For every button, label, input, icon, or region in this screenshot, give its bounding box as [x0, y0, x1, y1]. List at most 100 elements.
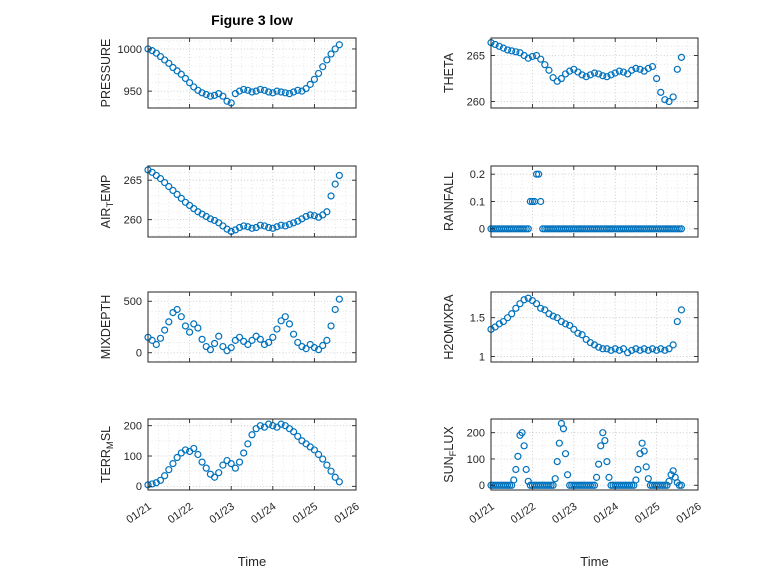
- data-point: [578, 331, 586, 339]
- y-tick-labels: 11.5: [470, 312, 485, 363]
- data-point: [156, 334, 165, 342]
- tick-marks: [490, 166, 699, 237]
- data-point: [331, 45, 339, 53]
- data-point: [260, 86, 269, 94]
- data-point: [161, 326, 169, 334]
- data-point: [611, 345, 619, 353]
- data-point: [319, 455, 327, 463]
- data-point: [148, 480, 156, 488]
- minor-grid: [148, 419, 356, 490]
- x-tick-label: 01/23: [550, 501, 579, 527]
- data-point: [535, 170, 543, 178]
- data-point: [181, 446, 190, 454]
- data-point: [273, 223, 281, 231]
- data-point: [281, 89, 289, 97]
- data-point: [528, 52, 537, 61]
- data-point: [335, 171, 343, 180]
- data-point: [331, 305, 339, 314]
- data-point: [210, 473, 219, 481]
- y-axis-label: H2OMIXRA: [442, 294, 456, 360]
- y-tick-label: 265: [124, 175, 142, 187]
- data-point: [314, 346, 323, 354]
- data-point: [605, 473, 613, 481]
- data-point: [491, 40, 499, 49]
- data-point: [290, 219, 298, 227]
- data-point: [265, 223, 273, 232]
- minor-grid: [148, 292, 356, 362]
- data-point: [561, 320, 570, 328]
- y-tick-label: 950: [124, 86, 142, 98]
- data-point: [574, 329, 582, 337]
- y-tick-label: 260: [124, 214, 142, 226]
- axes-box: [490, 291, 699, 363]
- data-points: [144, 295, 343, 355]
- data-point: [619, 345, 628, 353]
- data-point: [632, 345, 640, 353]
- data-point: [648, 345, 657, 353]
- y-tick-label: 1.5: [470, 312, 485, 324]
- data-point: [206, 470, 214, 478]
- data-point: [559, 425, 568, 433]
- data-point: [273, 325, 281, 333]
- subplot-air_temp: 260 265 AIRTEMP: [99, 165, 357, 238]
- y-axis-label: MIXDEPTH: [99, 295, 113, 360]
- data-point: [595, 460, 603, 468]
- x-tick-label: 01/21: [467, 501, 496, 527]
- data-point: [611, 69, 619, 77]
- data-point: [659, 481, 667, 489]
- data-point: [269, 333, 277, 341]
- data-point: [306, 80, 314, 88]
- data-point: [285, 425, 294, 433]
- axes-box: [147, 37, 357, 109]
- data-point: [677, 306, 686, 314]
- subplot-rainfall: 0 0.1 0.2 RAINFALL: [442, 165, 699, 238]
- data-point: [644, 64, 652, 72]
- data-point: [169, 308, 177, 317]
- x-tick-label: 01/25: [291, 501, 320, 527]
- data-point: [323, 56, 331, 64]
- data-point: [240, 85, 248, 94]
- data-point: [327, 322, 335, 330]
- data-point: [669, 467, 677, 475]
- data-point: [265, 338, 273, 347]
- data-point: [665, 97, 673, 106]
- data-point: [495, 42, 503, 50]
- data-point: [231, 464, 239, 472]
- data-point: [518, 429, 526, 437]
- data-point: [285, 220, 294, 228]
- data-point: [198, 89, 206, 97]
- data-point: [169, 460, 177, 468]
- data-point: [652, 346, 661, 354]
- data-point: [335, 478, 343, 486]
- data-point: [181, 322, 190, 330]
- data-point: [235, 223, 244, 232]
- data-point: [181, 198, 190, 206]
- data-point: [677, 225, 686, 233]
- data-point: [640, 345, 648, 353]
- data-point: [156, 175, 165, 183]
- data-point: [590, 481, 599, 489]
- data-point: [290, 428, 298, 436]
- data-point: [644, 475, 652, 483]
- data-point: [240, 222, 248, 230]
- data-point: [252, 332, 260, 340]
- y-tick-label: 200: [467, 427, 485, 439]
- data-point: [173, 305, 181, 314]
- data-point: [314, 450, 323, 459]
- data-point: [663, 481, 671, 489]
- data-point: [648, 62, 657, 71]
- data-point: [599, 72, 607, 80]
- data-point: [514, 452, 522, 460]
- data-point: [549, 481, 557, 489]
- data-point: [285, 320, 294, 328]
- data-point: [173, 453, 181, 462]
- data-point: [657, 345, 665, 353]
- minor-grid: [491, 38, 698, 108]
- data-point: [202, 90, 210, 99]
- data-point: [294, 86, 302, 94]
- data-point: [634, 465, 642, 474]
- data-point: [638, 439, 646, 447]
- data-point: [595, 343, 603, 351]
- data-point: [310, 343, 318, 352]
